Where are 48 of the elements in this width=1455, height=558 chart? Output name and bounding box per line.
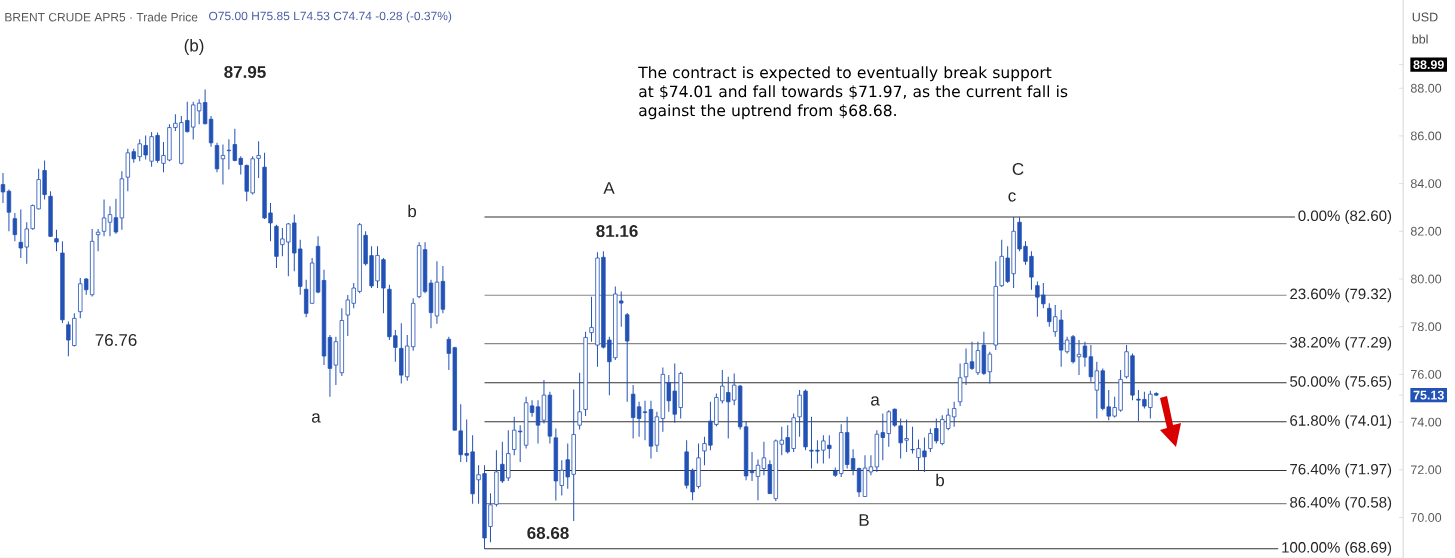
text: O75.00 H75.85 L74.53 C74.74 -0.28 (-0.37%) <box>209 11 452 23</box>
annotation: a <box>311 413 321 423</box>
y-tick-label: 76.00 <box>1411 369 1442 379</box>
annotation: C <box>1012 162 1024 176</box>
y-tick-label: 84.00 <box>1410 179 1442 189</box>
y-tick-label: 88.99 <box>1413 60 1444 70</box>
y-tick-label: 82.00 <box>1410 226 1442 236</box>
text: bbl <box>1412 34 1428 44</box>
candlestick <box>969 341 975 371</box>
ref-line-label: 61.80% (74.01) <box>1290 414 1392 429</box>
annotation: 81.16 <box>596 224 638 238</box>
y-tick-label: 70.00 <box>1411 513 1442 522</box>
candlestick <box>220 144 226 186</box>
ref-line-label: 100.00% (68.69) <box>1282 541 1392 556</box>
y-tick-label: 72.00 <box>1411 465 1442 475</box>
ref-line-label: 76.40% (71.97) <box>1290 463 1392 478</box>
candlestick <box>101 199 107 237</box>
candlestick <box>1076 339 1082 376</box>
candlestick <box>95 228 101 252</box>
y-tick-label: 74.00 <box>1411 417 1442 427</box>
annotation: The contract is expected to eventually break support at $74.01 and fall towards $71.97, as the current fall is against the uptrend from $68.68. <box>638 66 1068 120</box>
annotation: B <box>859 514 869 526</box>
text: USD <box>1412 12 1438 22</box>
y-tick-label: 78.00 <box>1411 322 1442 332</box>
ref-line-label: 0.00% (82.60) <box>1298 210 1392 224</box>
annotation: 76.76 <box>95 333 137 347</box>
ref-line-label: 23.60% (79.32) <box>1290 288 1392 303</box>
y-tick-label: 75.13 <box>1413 390 1444 400</box>
annotation: c <box>1008 192 1016 202</box>
annotation: 68.68 <box>527 526 569 540</box>
annotation: (b) <box>184 39 204 55</box>
annotation: b <box>408 204 417 218</box>
ref-line-label: 50.00% (75.65) <box>1290 375 1392 390</box>
annotation: a <box>871 396 880 406</box>
candlestick <box>54 229 59 252</box>
ref-line-label: 38.20% (77.29) <box>1290 336 1392 351</box>
candlestick <box>963 347 969 386</box>
annotation: b <box>936 473 945 487</box>
candlestick <box>214 142 220 173</box>
text: BRENT CRUDE APR5 · Trade Price <box>5 12 198 22</box>
y-tick-label: 80.00 <box>1410 274 1442 284</box>
y-tick-label: 88.00 <box>1410 83 1442 93</box>
candlestick <box>12 212 18 242</box>
y-tick-label: 86.00 <box>1410 131 1442 141</box>
ref-line-label: 86.40% (70.58) <box>1290 496 1392 511</box>
annotation: 87.95 <box>224 65 266 78</box>
candlestick <box>577 372 582 430</box>
annotation: A <box>603 182 615 194</box>
